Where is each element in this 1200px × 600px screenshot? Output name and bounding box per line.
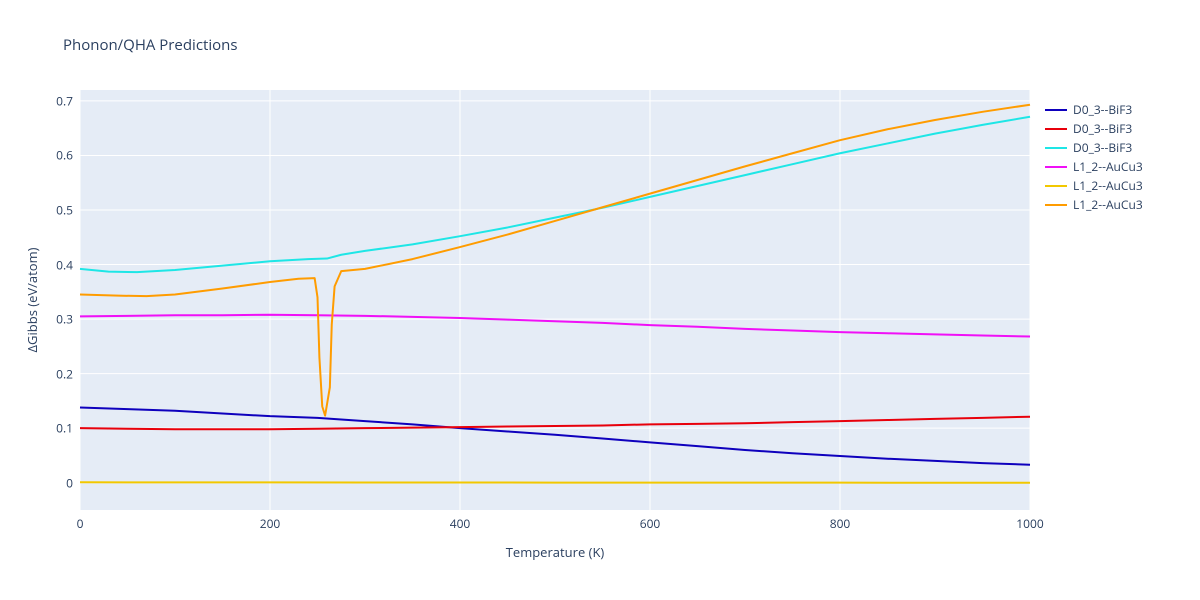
legend-swatch: [1045, 128, 1067, 130]
legend-label: L1_2--AuCu3: [1073, 177, 1143, 194]
legend-item[interactable]: L1_2--AuCu3: [1045, 195, 1143, 214]
series-line[interactable]: [80, 417, 1030, 430]
series-line[interactable]: [80, 105, 1030, 416]
y-tick-label: 0.7: [56, 92, 73, 109]
y-tick-label: 0: [66, 474, 73, 491]
y-tick-label: 0.2: [56, 365, 73, 382]
y-tick-label: 0.6: [56, 147, 73, 164]
x-tick-label: 400: [450, 515, 471, 532]
series-line[interactable]: [80, 117, 1030, 272]
y-tick-label: 0.4: [56, 256, 73, 273]
x-tick-label: 600: [640, 515, 661, 532]
series-line[interactable]: [80, 315, 1030, 337]
legend-item[interactable]: D0_3--BiF3: [1045, 100, 1143, 119]
legend-label: D0_3--BiF3: [1073, 101, 1132, 118]
legend: D0_3--BiF3 D0_3--BiF3 D0_3--BiF3 L1_2--AuCu…: [1045, 100, 1143, 214]
legend-label: L1_2--AuCu3: [1073, 158, 1143, 175]
legend-swatch: [1045, 147, 1067, 149]
y-tick-label: 0.1: [56, 420, 73, 437]
x-axis-label: Temperature (K): [80, 543, 1030, 561]
y-axis-label: ΔGibbs (eV/atom): [22, 90, 42, 510]
legend-swatch: [1045, 109, 1067, 111]
x-tick-label: 1000: [1016, 515, 1043, 532]
legend-swatch: [1045, 185, 1067, 187]
x-tick-label: 800: [830, 515, 851, 532]
legend-label: D0_3--BiF3: [1073, 139, 1132, 156]
chart-lines: [80, 90, 1030, 510]
legend-label: D0_3--BiF3: [1073, 120, 1132, 137]
legend-item[interactable]: D0_3--BiF3: [1045, 119, 1143, 138]
legend-swatch: [1045, 204, 1067, 206]
y-tick-label: 0.5: [56, 202, 73, 219]
series-line[interactable]: [80, 407, 1030, 464]
legend-label: L1_2--AuCu3: [1073, 196, 1143, 213]
x-tick-label: 200: [260, 515, 281, 532]
chart-title: Phonon/QHA Predictions: [63, 35, 238, 55]
legend-item[interactable]: L1_2--AuCu3: [1045, 157, 1143, 176]
legend-item[interactable]: L1_2--AuCu3: [1045, 176, 1143, 195]
x-tick-label: 0: [77, 515, 84, 532]
legend-item[interactable]: D0_3--BiF3: [1045, 138, 1143, 157]
y-tick-label: 0.3: [56, 311, 73, 328]
legend-swatch: [1045, 166, 1067, 168]
